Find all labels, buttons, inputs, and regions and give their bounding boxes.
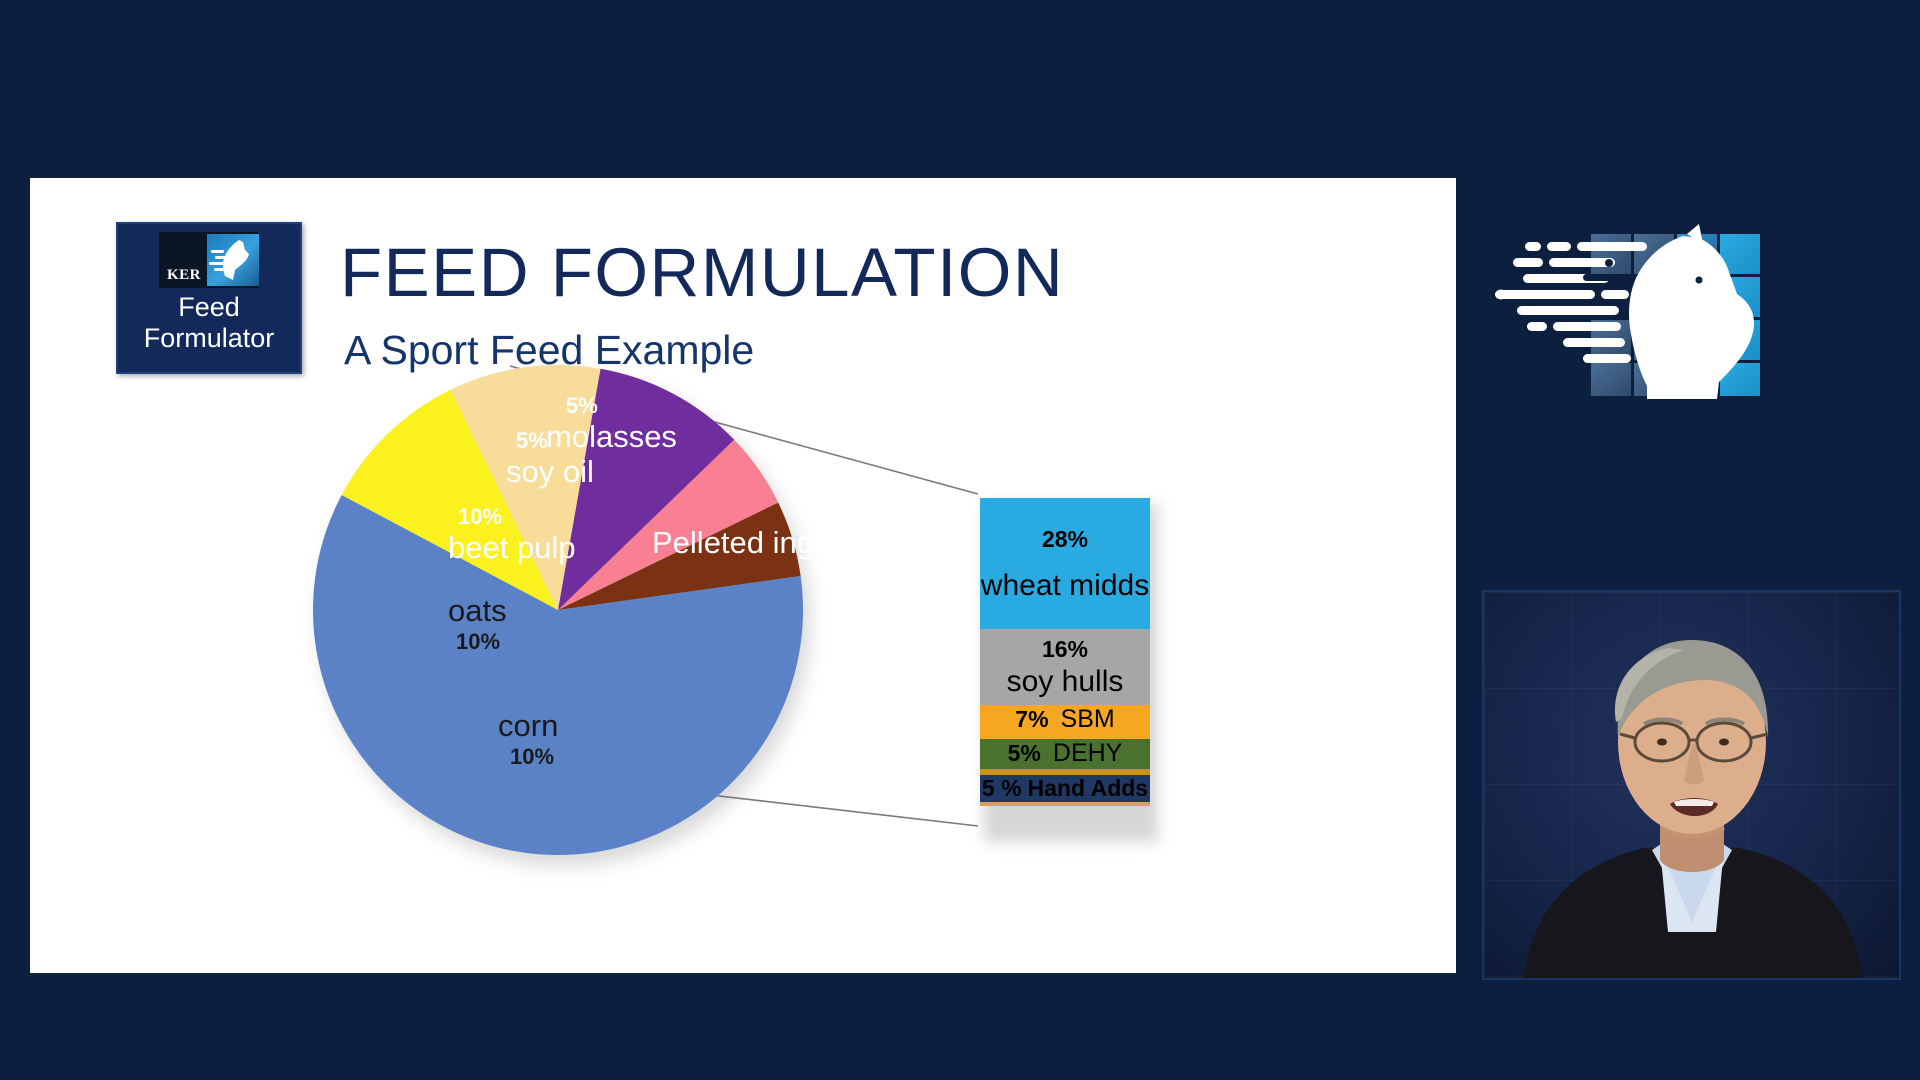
pie-slice-pelleted-ingredients <box>312 494 803 856</box>
pie-chart: 5% molasses 5% soy oil 10% beet pulp oat… <box>308 360 924 866</box>
ker-logo-icon: KER <box>159 232 259 288</box>
bar-segment-divider-strip <box>980 769 1150 775</box>
feed-formulator-badge: KER Feed Formulator <box>116 222 302 374</box>
pie-slices <box>312 365 803 856</box>
stacked-bar-chart: 28% wheat midds 16% soy hulls 7% SBM 5% … <box>980 498 1150 830</box>
presenter-video-thumbnail[interactable] <box>1484 592 1899 978</box>
badge-line-formulator: Formulator <box>143 322 275 353</box>
horse-head-icon <box>209 240 249 280</box>
bar-segment-hand-adds: 5 % Hand Adds <box>980 775 1150 802</box>
bar-base-strip <box>980 802 1150 806</box>
slide-title: FEED FORMULATION <box>340 234 1065 311</box>
pie-slice-soy-oil <box>558 439 779 610</box>
bar-segment-wheat-midds: 28% wheat midds <box>980 498 1150 629</box>
badge-line-feed: Feed <box>178 292 240 322</box>
bar-segment-sbm: 7% SBM <box>980 705 1150 739</box>
pie-slice-corn <box>341 389 558 610</box>
slide-canvas: KER Feed Formulator FEED FORMULATION A S… <box>30 178 1456 973</box>
bar-segment-dehy: 5% DEHY <box>980 739 1150 769</box>
presenter-figure <box>1524 640 1862 978</box>
ker-wordmark: KER <box>167 267 202 283</box>
bar-segment-soy-hulls: 16% soy hulls <box>980 629 1150 705</box>
pie-slice-molasses <box>558 502 801 610</box>
pie-slice-beet-pulp <box>558 368 735 610</box>
ker-horse-head-logo <box>1495 224 1760 399</box>
pie-slice-oats <box>450 365 601 610</box>
